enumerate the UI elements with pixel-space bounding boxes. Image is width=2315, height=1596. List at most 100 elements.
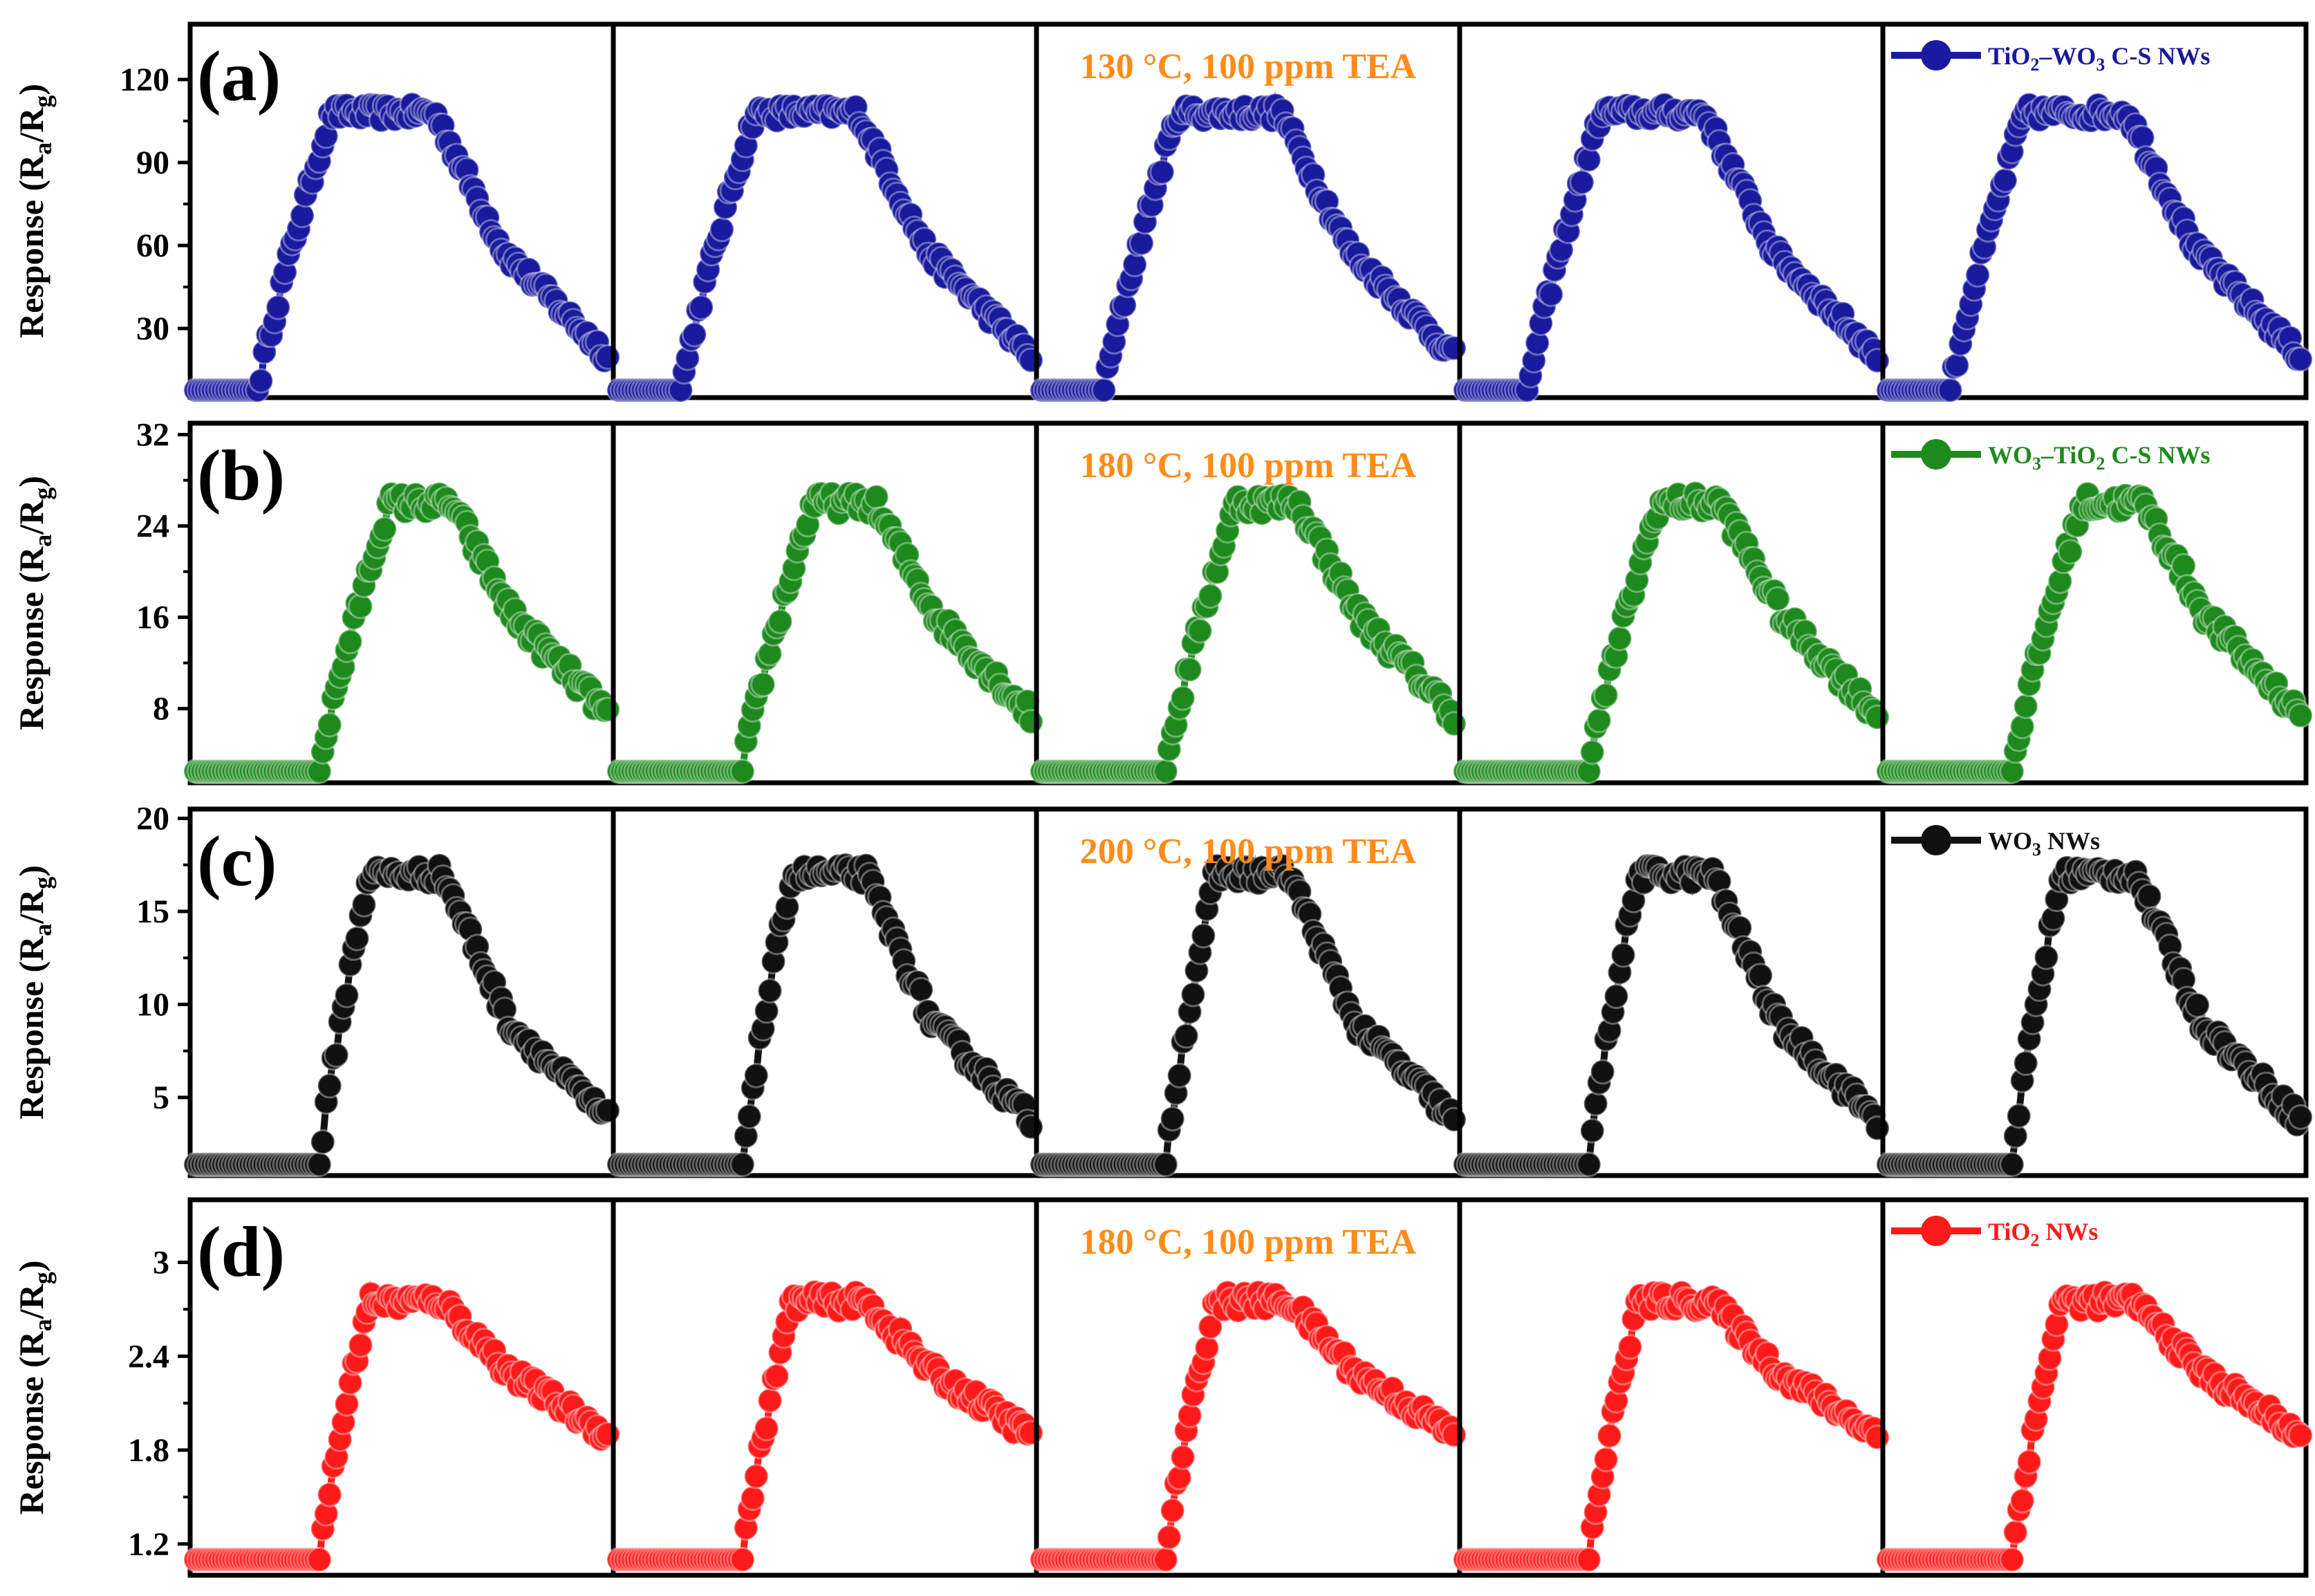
y-axis: 30 60 90 120 <box>120 62 190 347</box>
data-point <box>1579 1117 1606 1144</box>
data-point <box>1864 1115 1890 1142</box>
cycle-4 <box>1452 806 1890 1178</box>
data-point <box>324 1042 350 1068</box>
cycle-3 <box>1029 1197 1467 1578</box>
data-point <box>344 925 370 952</box>
data-point <box>1197 583 1223 609</box>
data-point <box>750 671 777 698</box>
data-point <box>347 1332 373 1358</box>
cycle-5 <box>1875 21 2314 403</box>
data-point <box>743 1062 770 1088</box>
y-tick-label: 16 <box>136 600 169 636</box>
data-point <box>2034 944 2059 970</box>
panel-1: 8 16 24 32 Response (Ra/Rg) (b) 180 °C, 100 pp… <box>12 417 2314 786</box>
data-point <box>729 1546 756 1572</box>
data-point <box>337 629 363 655</box>
legend-marker <box>1921 439 1951 470</box>
data-point <box>1018 347 1044 373</box>
data-point <box>681 322 707 348</box>
data-point <box>1576 1546 1602 1572</box>
panel-label: (c) <box>197 822 277 901</box>
data-point <box>265 294 291 320</box>
data-point <box>306 1151 333 1178</box>
data-point <box>1586 707 1612 734</box>
cycle-3 <box>1029 21 1467 403</box>
cycle-4 <box>1452 420 1890 786</box>
data-point <box>289 203 315 229</box>
data-point <box>2006 1103 2032 1129</box>
data-point <box>334 1391 360 1417</box>
legend: TiO2–WO3 C-S NWs <box>1891 40 2210 75</box>
cycle-frame <box>1880 21 2309 400</box>
y-axis: 5 10 15 20 <box>136 800 190 1116</box>
data-point <box>2287 346 2314 373</box>
data-point <box>317 1073 343 1099</box>
legend: WO3–TiO2 C-S NWs <box>1891 439 2210 474</box>
data-point <box>1999 1546 2025 1572</box>
cycle-frame <box>1880 1197 2309 1578</box>
condition-label: 180 °C, 100 ppm TEA <box>1080 446 1417 485</box>
legend-marker <box>1921 1216 1951 1246</box>
data-point <box>2184 992 2211 1018</box>
data-point <box>317 712 343 738</box>
cycle-1 <box>183 806 621 1178</box>
data-point <box>1153 1546 1179 1572</box>
panel-label: (a) <box>197 37 281 116</box>
data-point <box>1992 167 2018 194</box>
data-point <box>1944 352 1970 378</box>
panel-label: (b) <box>197 436 285 515</box>
data-point <box>908 976 934 1003</box>
data-point <box>1593 682 1619 708</box>
cycle-frame <box>1880 806 2309 1178</box>
data-point <box>1607 625 1633 651</box>
data-point <box>1153 1151 1179 1178</box>
y-tick-label: 3 <box>153 1245 169 1281</box>
data-point <box>310 1129 336 1155</box>
data-point <box>743 1463 770 1490</box>
panel-3: 1.2 1.8 2.4 3 Response (Ra/Rg) (d) 180 °C, 100… <box>12 1197 2314 1578</box>
legend-entry: WO3 NWs <box>1988 827 2100 860</box>
data-point <box>1864 1425 1890 1451</box>
y-tick-label: 20 <box>136 800 169 837</box>
data-point <box>1197 1314 1223 1340</box>
data-point <box>2287 1104 2314 1130</box>
data-point <box>1593 1447 1619 1472</box>
data-point <box>757 1387 783 1413</box>
panel-2: 5 10 15 20 Response (Ra/Rg) (c) 200 °C, 100 pp… <box>12 800 2314 1178</box>
data-point <box>1153 759 1179 784</box>
data-point <box>1610 942 1636 968</box>
y-tick-label: 1.2 <box>128 1526 169 1563</box>
data-point <box>764 1363 790 1389</box>
data-point <box>740 1485 766 1512</box>
data-point <box>736 1104 763 1129</box>
y-axis-label: Response (Ra/Rg) <box>12 476 57 730</box>
data-point <box>1190 922 1216 949</box>
data-point <box>1170 1444 1196 1470</box>
data-point <box>1441 1422 1467 1448</box>
data-point <box>1441 1106 1467 1133</box>
data-point <box>1441 335 1467 361</box>
legend-entry: TiO2 NWs <box>1988 1218 2098 1250</box>
data-point <box>688 295 714 320</box>
data-point <box>1441 711 1467 737</box>
data-point <box>1156 1524 1182 1550</box>
data-point <box>1018 709 1044 735</box>
cycle-1 <box>183 420 621 786</box>
condition-label: 180 °C, 100 ppm TEA <box>1080 1223 1417 1262</box>
data-point <box>2287 1422 2314 1449</box>
y-axis-label: Response (Ra/Rg) <box>12 1261 57 1515</box>
y-tick-label: 8 <box>153 691 169 727</box>
data-point <box>1149 159 1175 185</box>
legend: WO3 NWs <box>1891 825 2100 860</box>
data-point <box>1583 1091 1609 1117</box>
data-point <box>729 1151 756 1178</box>
data-point <box>1177 656 1203 683</box>
legend-marker <box>1921 825 1951 855</box>
data-point <box>757 978 783 1004</box>
y-tick-label: 2.4 <box>128 1338 169 1375</box>
data-point <box>1160 1497 1186 1523</box>
data-point <box>371 516 398 542</box>
data-point <box>1964 262 1991 288</box>
condition-label: 130 °C, 100 ppm TEA <box>1080 47 1417 86</box>
data-point <box>595 1097 621 1124</box>
